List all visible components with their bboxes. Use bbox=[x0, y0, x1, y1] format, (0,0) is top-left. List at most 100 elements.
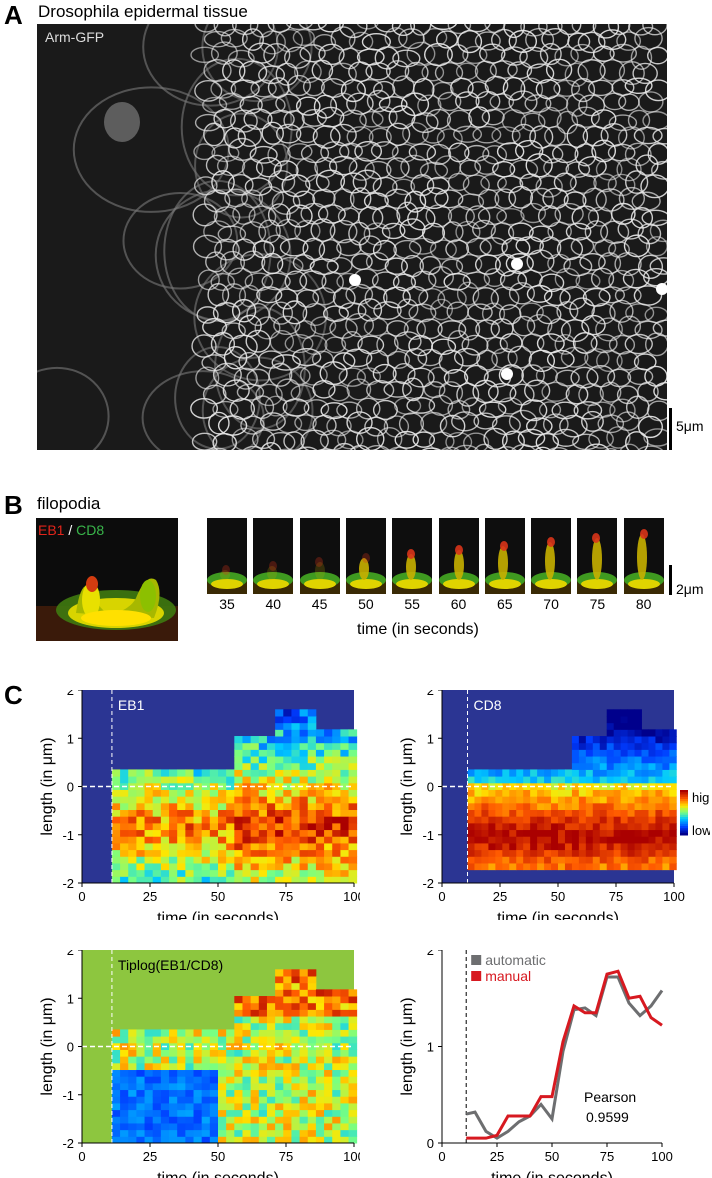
heatmap-cell bbox=[307, 749, 317, 757]
heatmap-cell bbox=[551, 849, 559, 857]
heatmap-cell bbox=[523, 769, 531, 777]
heatmap-cell bbox=[299, 1089, 309, 1097]
heatmap-cell bbox=[152, 1136, 162, 1144]
heatmap-cell bbox=[467, 829, 475, 837]
heatmap-cell bbox=[160, 822, 170, 831]
heatmap-cell bbox=[111, 1076, 121, 1084]
heatmap-cell bbox=[250, 816, 260, 824]
heatmap-cell bbox=[488, 849, 496, 857]
heatmap-cell bbox=[620, 749, 629, 757]
heatmap-cell bbox=[669, 789, 677, 797]
heatmap-cell bbox=[201, 769, 211, 777]
heatmap-cell bbox=[275, 836, 284, 844]
heatmap-cell bbox=[275, 715, 284, 724]
heatmap-cell bbox=[234, 802, 243, 811]
heatmap-cell bbox=[585, 862, 594, 871]
heatmap-cell bbox=[613, 742, 622, 750]
heatmap-cell bbox=[324, 836, 333, 844]
heatmap-cell bbox=[193, 1116, 203, 1124]
heatmap-cell bbox=[662, 742, 670, 750]
heatmap-cell bbox=[348, 762, 358, 770]
heatmap-cell bbox=[537, 816, 545, 824]
heatmap-cell bbox=[234, 1029, 243, 1037]
heatmap-cell bbox=[177, 816, 186, 824]
heatmap-cell bbox=[340, 749, 349, 757]
heatmap-cell bbox=[275, 1062, 284, 1071]
heatmap-cell bbox=[641, 762, 649, 770]
heatmap-cell bbox=[340, 829, 349, 837]
heatmap-cell bbox=[275, 1076, 284, 1084]
heatmap-cell bbox=[250, 862, 260, 871]
heatmap-cell bbox=[606, 776, 615, 784]
heatmap-cell bbox=[226, 1076, 235, 1084]
heatmap-cell bbox=[218, 856, 227, 864]
heatmap-cell bbox=[128, 836, 137, 844]
heatmap-cell bbox=[620, 782, 629, 790]
heatmap-cell bbox=[585, 829, 594, 837]
heatmap-cell bbox=[275, 1042, 284, 1050]
heatmap-cell bbox=[226, 1062, 235, 1071]
heatmap-cell bbox=[571, 782, 580, 790]
y-tick-label: 2 bbox=[67, 950, 74, 958]
heatmap-cell bbox=[592, 862, 601, 871]
heatmap-cell bbox=[201, 856, 211, 864]
heatmap-cell bbox=[634, 862, 642, 871]
heatmap-cell bbox=[177, 1076, 186, 1084]
heatmap-cell bbox=[620, 822, 629, 831]
heatmap-cell bbox=[599, 849, 608, 857]
heatmap-cell bbox=[242, 1136, 252, 1144]
heatmap-cell bbox=[620, 776, 629, 784]
heatmap-cell bbox=[648, 836, 656, 844]
heatmap-cell bbox=[291, 736, 301, 744]
heatmap-cell bbox=[209, 822, 219, 831]
heatmap-cell bbox=[152, 1109, 162, 1117]
heatmap-cell bbox=[332, 829, 341, 837]
heatmap-cell bbox=[509, 842, 517, 851]
heatmap-cell bbox=[209, 1136, 219, 1144]
heatmap-cell bbox=[606, 715, 615, 724]
heatmap-cell bbox=[250, 1069, 260, 1077]
heatmap-cell bbox=[474, 856, 482, 864]
heatmap-cell bbox=[201, 1062, 211, 1071]
heatmap-cell bbox=[160, 1129, 170, 1137]
legend-swatch bbox=[471, 955, 482, 965]
heatmap-cell bbox=[495, 816, 503, 824]
heatmap-cell bbox=[193, 1062, 203, 1071]
heatmap-cell bbox=[152, 1029, 162, 1037]
heatmap-cell bbox=[136, 869, 145, 877]
heatmap-cell bbox=[266, 1116, 276, 1124]
heatmap-cell bbox=[332, 1089, 341, 1097]
heatmap-cell bbox=[544, 809, 552, 817]
heatmap-cell bbox=[620, 836, 629, 844]
heatmap-cell bbox=[599, 796, 608, 804]
y-axis-label: length (in μm) bbox=[39, 737, 56, 835]
heatmap-cell bbox=[332, 1129, 341, 1137]
heatmap-cell bbox=[606, 862, 615, 871]
heatmap-cell bbox=[201, 862, 211, 871]
heatmap-cell bbox=[474, 822, 482, 831]
heatmap-cell bbox=[509, 769, 517, 777]
heatmap-cell bbox=[258, 996, 268, 1004]
heatmap-cell bbox=[648, 802, 656, 811]
heatmap-cell bbox=[516, 836, 524, 844]
heatmap-cell bbox=[283, 1082, 292, 1091]
heatmap-cell bbox=[283, 876, 292, 884]
heatmap-cell bbox=[201, 1129, 211, 1137]
heatmap-cell bbox=[669, 756, 677, 764]
heatmap-cell bbox=[266, 1029, 276, 1037]
heatmap-cell bbox=[291, 1122, 301, 1131]
heatmap-cell bbox=[613, 802, 622, 811]
heatmap-cell bbox=[120, 1082, 129, 1091]
heatmap-cell bbox=[128, 1082, 137, 1091]
heatmap-cell bbox=[160, 776, 170, 784]
heatmap-cell bbox=[275, 1082, 284, 1091]
channel-legend: EB1 / CD8 bbox=[38, 522, 104, 538]
heatmap-cell bbox=[592, 789, 601, 797]
heatmap-cell bbox=[488, 776, 496, 784]
heatmap-cell bbox=[242, 809, 252, 817]
heatmap-cell bbox=[315, 1129, 325, 1137]
heatmap-cell bbox=[340, 1062, 349, 1071]
heatmap-cell bbox=[209, 1122, 219, 1131]
colorbar-segment bbox=[680, 828, 688, 831]
heatmap-cell bbox=[283, 836, 292, 844]
